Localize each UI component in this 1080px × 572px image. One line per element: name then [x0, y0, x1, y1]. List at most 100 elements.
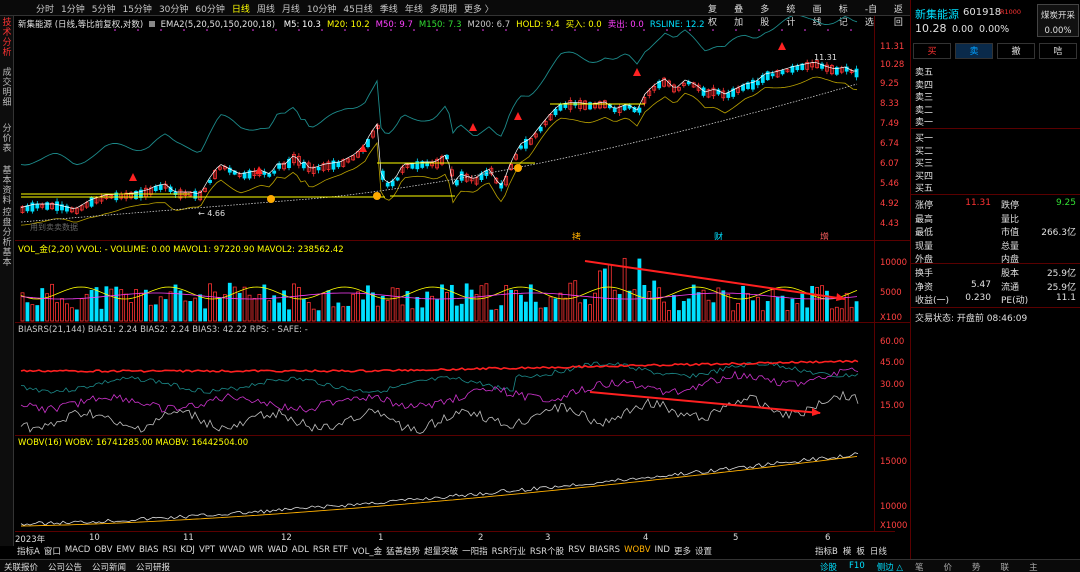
indicator-tab[interactable]: BIASRS	[589, 545, 621, 555]
volume-bar	[267, 300, 272, 322]
period-tab[interactable]: 季线	[379, 5, 398, 15]
status-link[interactable]: 公司新闻	[92, 563, 127, 572]
status-small-tab[interactable]: 联	[1000, 563, 1010, 572]
status-small-tab[interactable]: 笔	[915, 563, 924, 572]
indicator-tab[interactable]: RSR行业	[491, 547, 526, 557]
status-small-tab[interactable]: 势	[972, 563, 981, 572]
period-tab[interactable]: 周线	[256, 5, 275, 15]
left-tab[interactable]: 成交明细	[2, 68, 12, 108]
indicator-tab[interactable]: 指标A	[17, 547, 40, 557]
indicator-tab[interactable]: WAD	[267, 545, 288, 555]
candle-body	[523, 138, 528, 149]
trade-button[interactable]: 撤	[997, 43, 1035, 59]
volume-bar	[509, 289, 513, 322]
bottom-control[interactable]: 模	[842, 547, 852, 557]
indicator-tab[interactable]: VPT	[198, 545, 216, 555]
indicator-tab[interactable]: ADL	[291, 545, 309, 555]
toolbar-button[interactable]: -自选	[864, 5, 878, 28]
left-tab[interactable]: 基本	[2, 248, 12, 268]
indicator-tab[interactable]: 一阳指	[462, 547, 488, 557]
candle-body	[805, 61, 810, 70]
candle-body	[272, 170, 277, 174]
bottom-control[interactable]: 指标B	[815, 547, 838, 557]
indicator-tab[interactable]: RSR个股	[529, 547, 565, 557]
period-tab[interactable]: 多周期	[429, 5, 457, 15]
left-tab[interactable]: 控盘分析	[2, 208, 12, 248]
left-tab[interactable]: 技术分析	[2, 18, 12, 58]
trade-button[interactable]: 买	[913, 43, 951, 59]
period-tab[interactable]: 5分钟	[91, 5, 116, 15]
period-tab[interactable]: 更多 〉	[463, 5, 494, 15]
status-small-tab[interactable]: 主	[1029, 563, 1038, 572]
period-tab[interactable]: 年线	[404, 5, 423, 15]
indicator-tab[interactable]: RSI	[162, 545, 177, 555]
period-tab[interactable]: 15分钟	[122, 5, 152, 15]
indicator-tab[interactable]: RSR ETF	[312, 545, 349, 555]
status-right-item[interactable]: 侧边 △	[876, 563, 903, 572]
volume-bar	[548, 296, 553, 322]
status-right-item[interactable]: 诊股	[820, 563, 838, 572]
indicator-tab[interactable]: IND	[654, 545, 670, 555]
bottom-control[interactable]: 板	[856, 547, 865, 557]
date-label: 2023年	[15, 535, 46, 545]
status-right-item[interactable]: F10	[849, 561, 865, 571]
volume-panel[interactable]: VOL_金(2,20) VVOL: - VOLUME: 0.00 MAVOL1:…	[15, 240, 910, 323]
indicator-tab[interactable]: OBV	[94, 545, 113, 555]
toolbar-button[interactable]: 叠加	[734, 5, 744, 28]
left-tab[interactable]: 基本资料	[2, 166, 12, 206]
candle-body	[173, 191, 178, 195]
toolbar-button[interactable]: 画线	[812, 5, 822, 28]
indicator-tab[interactable]: MACD	[64, 545, 91, 555]
kline-panel[interactable]: ← 4.66 11.31 新集能源 (日线,等比前复权,对数) EMA2(5,20…	[15, 16, 910, 243]
stat-label: 净资	[915, 282, 934, 293]
period-tab[interactable]: 1分钟	[61, 5, 85, 15]
status-link[interactable]: 公司公告	[48, 563, 83, 572]
toolbar-button[interactable]: 统计	[786, 5, 796, 28]
wobv-chart	[20, 452, 859, 527]
toolbar-button[interactable]: 返回	[893, 5, 903, 28]
period-tab[interactable]: 10分钟	[306, 5, 337, 15]
indicator-tab[interactable]: VOL_金	[352, 547, 383, 557]
indicator-tab[interactable]: WR	[249, 545, 264, 555]
sector-tag[interactable]: 煤炭开采 0.00%	[1037, 4, 1079, 37]
candle-body	[815, 60, 819, 69]
indicator-tab[interactable]: 超量突破	[424, 547, 459, 557]
stock-change: 0.00	[952, 24, 974, 35]
y-tick-label: 11.31	[880, 42, 905, 52]
hold-line	[20, 76, 858, 226]
wobv-panel[interactable]: WOBV(16) WOBV: 16741285.00 MAOBV: 164425…	[15, 435, 910, 531]
volume-bar	[331, 306, 336, 322]
volume-bar	[227, 282, 232, 322]
volume-bar	[40, 288, 45, 322]
trade-button[interactable]: 卖	[955, 43, 993, 59]
indicator-tab[interactable]: RSV	[568, 545, 586, 555]
trade-button[interactable]: 唁	[1039, 43, 1077, 59]
left-tab[interactable]: 分价表	[2, 124, 12, 154]
indicator-tab[interactable]: 窗口	[43, 547, 61, 557]
indicator-tab[interactable]: WOBV	[624, 545, 651, 555]
indicator-tab[interactable]: 猛善趋势	[386, 547, 421, 557]
toolbar-button[interactable]: 标记	[838, 5, 848, 28]
indicator-tab[interactable]: EMV	[116, 545, 135, 555]
indicator-tab[interactable]: KDJ	[180, 545, 195, 555]
period-tab[interactable]: 分时	[36, 5, 55, 15]
indicator-tab[interactable]: BIAS	[138, 545, 159, 555]
status-small-tab[interactable]: 价	[943, 563, 953, 572]
indicator-tab[interactable]: 更多	[673, 547, 691, 557]
indicator-tab[interactable]: 设置	[694, 547, 712, 557]
stat-value: 25.9亿	[1046, 282, 1076, 293]
status-link[interactable]: 关联报价	[4, 563, 39, 572]
toolbar-button[interactable]: 复权	[708, 5, 718, 28]
arrow-head	[836, 293, 845, 301]
y-tick-label: 10000	[880, 502, 908, 512]
period-tab[interactable]: 月线	[281, 5, 300, 15]
indicator-tab[interactable]: WVAD	[219, 545, 246, 555]
status-link[interactable]: 公司研报	[136, 563, 171, 572]
period-tab[interactable]: 60分钟	[195, 5, 225, 15]
bias-panel[interactable]: BIASRS(21,144) BIAS1: 2.24 BIAS2: 2.24 B…	[15, 322, 910, 435]
bottom-control[interactable]: 日线	[869, 547, 887, 557]
toolbar-button[interactable]: 多股	[760, 5, 770, 28]
period-tab[interactable]: 45日线	[343, 5, 373, 15]
period-tab[interactable]: 30分钟	[158, 5, 189, 15]
period-tab[interactable]: 日线	[231, 5, 250, 15]
